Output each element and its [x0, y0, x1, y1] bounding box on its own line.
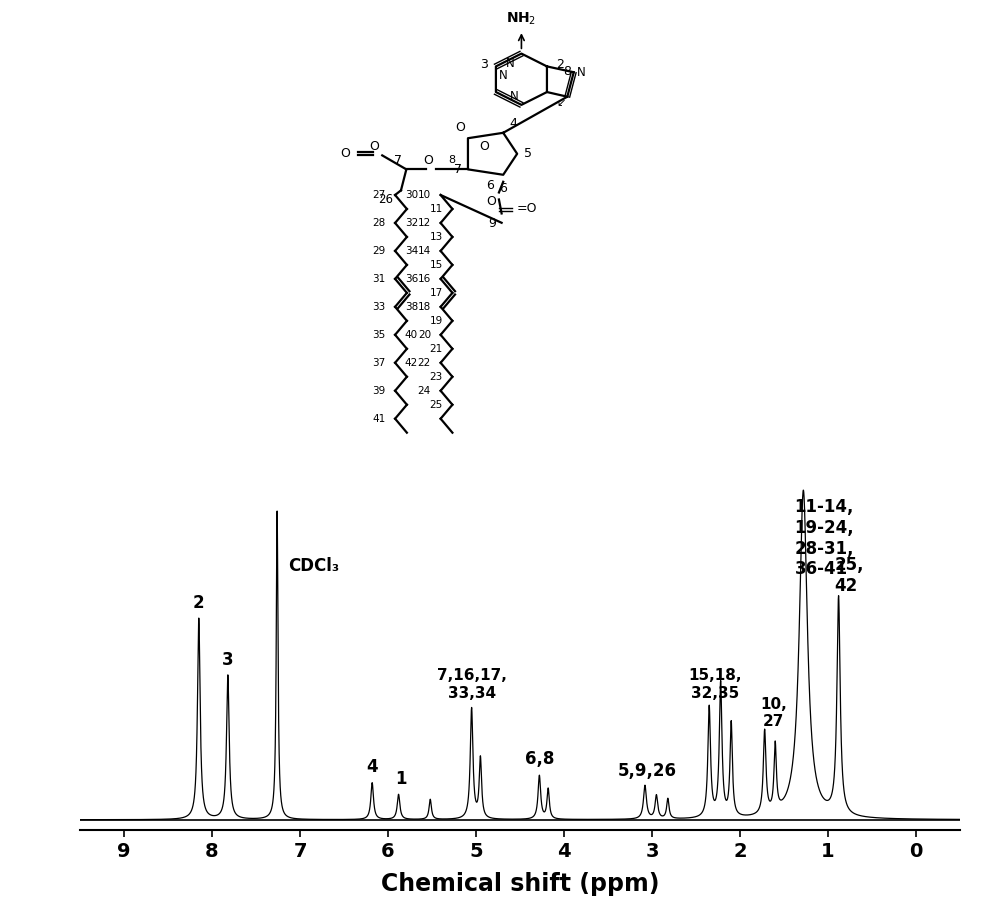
Text: 4: 4 [366, 759, 378, 777]
X-axis label: Chemical shift (ppm): Chemical shift (ppm) [381, 871, 659, 896]
Text: 4: 4 [510, 117, 518, 131]
Text: 36: 36 [405, 274, 418, 284]
Text: 33: 33 [372, 302, 385, 312]
Text: 32: 32 [405, 218, 418, 228]
Text: 34: 34 [405, 246, 418, 256]
Text: 27: 27 [372, 190, 385, 200]
Text: 35: 35 [372, 330, 385, 340]
Text: 7: 7 [394, 154, 402, 167]
Text: O: O [370, 140, 380, 153]
Text: 3: 3 [222, 651, 234, 669]
Text: 18: 18 [418, 302, 431, 312]
Text: 22: 22 [418, 358, 431, 368]
Text: 21: 21 [430, 344, 443, 354]
Text: O: O [479, 141, 489, 153]
Text: ↙: ↙ [557, 97, 566, 107]
Text: 23: 23 [430, 372, 443, 382]
Text: 41: 41 [372, 414, 385, 424]
Text: 8: 8 [448, 155, 455, 165]
Text: 39: 39 [372, 386, 385, 396]
Text: 3: 3 [480, 58, 488, 70]
Text: 30: 30 [405, 190, 418, 200]
Text: 37: 37 [372, 358, 385, 368]
Text: O: O [486, 195, 496, 207]
Text: N: N [499, 69, 507, 82]
Text: 6: 6 [499, 182, 507, 195]
Text: 15: 15 [430, 260, 443, 270]
Text: O: O [340, 146, 350, 160]
Text: =O: =O [517, 202, 537, 216]
Text: 6: 6 [486, 179, 494, 191]
Text: 13: 13 [430, 232, 443, 242]
Text: 5,9,26: 5,9,26 [618, 761, 677, 779]
Text: 9: 9 [488, 217, 496, 230]
Text: 7: 7 [454, 163, 462, 176]
Text: N: N [510, 89, 519, 103]
Text: O: O [455, 121, 465, 133]
Text: 8: 8 [564, 65, 572, 78]
Text: 42: 42 [405, 358, 418, 368]
Text: 20: 20 [418, 330, 431, 340]
Text: N: N [506, 58, 515, 70]
Text: 5: 5 [524, 147, 532, 161]
Text: 1: 1 [395, 770, 407, 788]
Text: 17: 17 [430, 288, 443, 298]
Text: 40: 40 [405, 330, 418, 340]
Text: 29: 29 [372, 246, 385, 256]
Text: 31: 31 [372, 274, 385, 284]
Text: 14: 14 [418, 246, 431, 256]
Text: 25,
42: 25, 42 [834, 557, 864, 595]
Text: 16: 16 [418, 274, 431, 284]
Text: CDCl₃: CDCl₃ [288, 557, 339, 575]
Text: 26: 26 [378, 193, 393, 206]
Text: 12: 12 [418, 218, 431, 228]
Text: 10: 10 [418, 190, 431, 200]
Text: 19: 19 [430, 316, 443, 326]
Text: N: N [576, 66, 585, 78]
Text: 28: 28 [372, 218, 385, 228]
Text: O: O [423, 154, 433, 167]
Text: 11-14,
19-24,
28-31,
36-41: 11-14, 19-24, 28-31, 36-41 [795, 498, 854, 578]
Text: 7,16,17,
33,34: 7,16,17, 33,34 [437, 668, 507, 701]
Text: NH$_2$: NH$_2$ [506, 10, 537, 26]
Text: 6,8: 6,8 [525, 750, 554, 768]
Text: 2: 2 [193, 594, 205, 612]
Text: 10,
27: 10, 27 [760, 697, 787, 729]
Text: 15,18,
32,35: 15,18, 32,35 [689, 668, 742, 701]
Text: 38: 38 [405, 302, 418, 312]
Text: 2: 2 [557, 58, 564, 70]
Text: 11: 11 [430, 204, 443, 214]
Text: 24: 24 [418, 386, 431, 396]
Text: 25: 25 [430, 400, 443, 410]
